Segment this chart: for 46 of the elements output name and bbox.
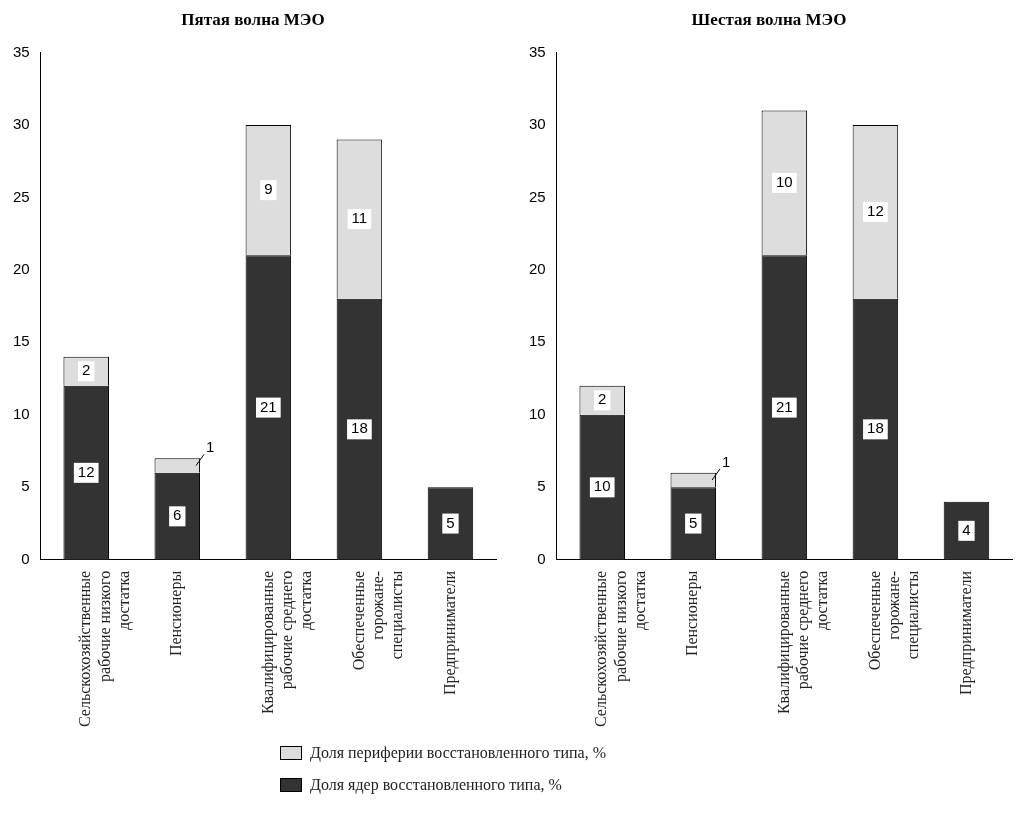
- data-label: 18: [867, 419, 884, 437]
- legend-label: Доля ядер восстановленного типа, %: [310, 776, 562, 794]
- data-label: 18: [351, 419, 368, 437]
- y-tick-label: 20: [13, 260, 30, 278]
- data-label: 5: [446, 513, 455, 531]
- data-label: 21: [776, 397, 793, 415]
- x-tick-label: Предприниматели: [956, 570, 975, 696]
- y-tick-label: 25: [13, 187, 30, 205]
- data-label: 4: [962, 520, 971, 538]
- data-label: 9: [264, 180, 273, 198]
- x-tick-label: Пенсионеры: [683, 570, 702, 657]
- y-tick-label: 15: [529, 332, 546, 350]
- data-label: 6: [173, 506, 182, 524]
- y-tick-label: 10: [13, 404, 30, 422]
- y-tick-label: 20: [529, 260, 546, 278]
- x-tick-label: Квалифицированные рабочие среднего достатка: [258, 570, 315, 715]
- data-label: 12: [77, 462, 95, 480]
- chart-title: Шестая волна МЭО: [691, 9, 847, 29]
- data-label: 1: [206, 438, 215, 456]
- y-tick-label: 15: [13, 332, 30, 350]
- data-label: 10: [776, 173, 793, 191]
- data-label: 2: [82, 361, 91, 379]
- x-tick-label: Предприниматели: [440, 570, 459, 696]
- data-label: 12: [867, 202, 884, 220]
- y-tick-label: 30: [529, 115, 546, 133]
- y-tick-label: 35: [13, 42, 30, 60]
- legend-label: Доля периферии восстановленного типа, %: [310, 744, 607, 762]
- y-tick-label: 10: [529, 404, 546, 422]
- y-tick-label: 35: [529, 42, 546, 60]
- y-tick-label: 30: [13, 115, 30, 133]
- y-tick-label: 0: [537, 549, 546, 567]
- x-tick-label: Сельскохозяйственные рабочие низкого достатка: [592, 570, 649, 728]
- y-tick-label: 25: [529, 187, 546, 205]
- data-label: 2: [598, 390, 607, 408]
- data-label: 11: [351, 209, 368, 227]
- y-tick-label: 0: [21, 549, 30, 567]
- chart-title: Пятая волна МЭО: [181, 9, 325, 29]
- x-tick-label: Сельскохозяйственные рабочие низкого достатка: [76, 570, 133, 728]
- y-tick-label: 5: [537, 477, 546, 495]
- data-label: 5: [689, 513, 698, 531]
- x-tick-label: Пенсионеры: [167, 570, 186, 657]
- x-tick-label: Квалифицированные рабочие среднего достатка: [774, 570, 831, 715]
- y-tick-label: 5: [21, 477, 30, 495]
- data-label: 1: [722, 452, 731, 470]
- data-label: 10: [593, 477, 611, 495]
- data-label: 21: [260, 397, 277, 415]
